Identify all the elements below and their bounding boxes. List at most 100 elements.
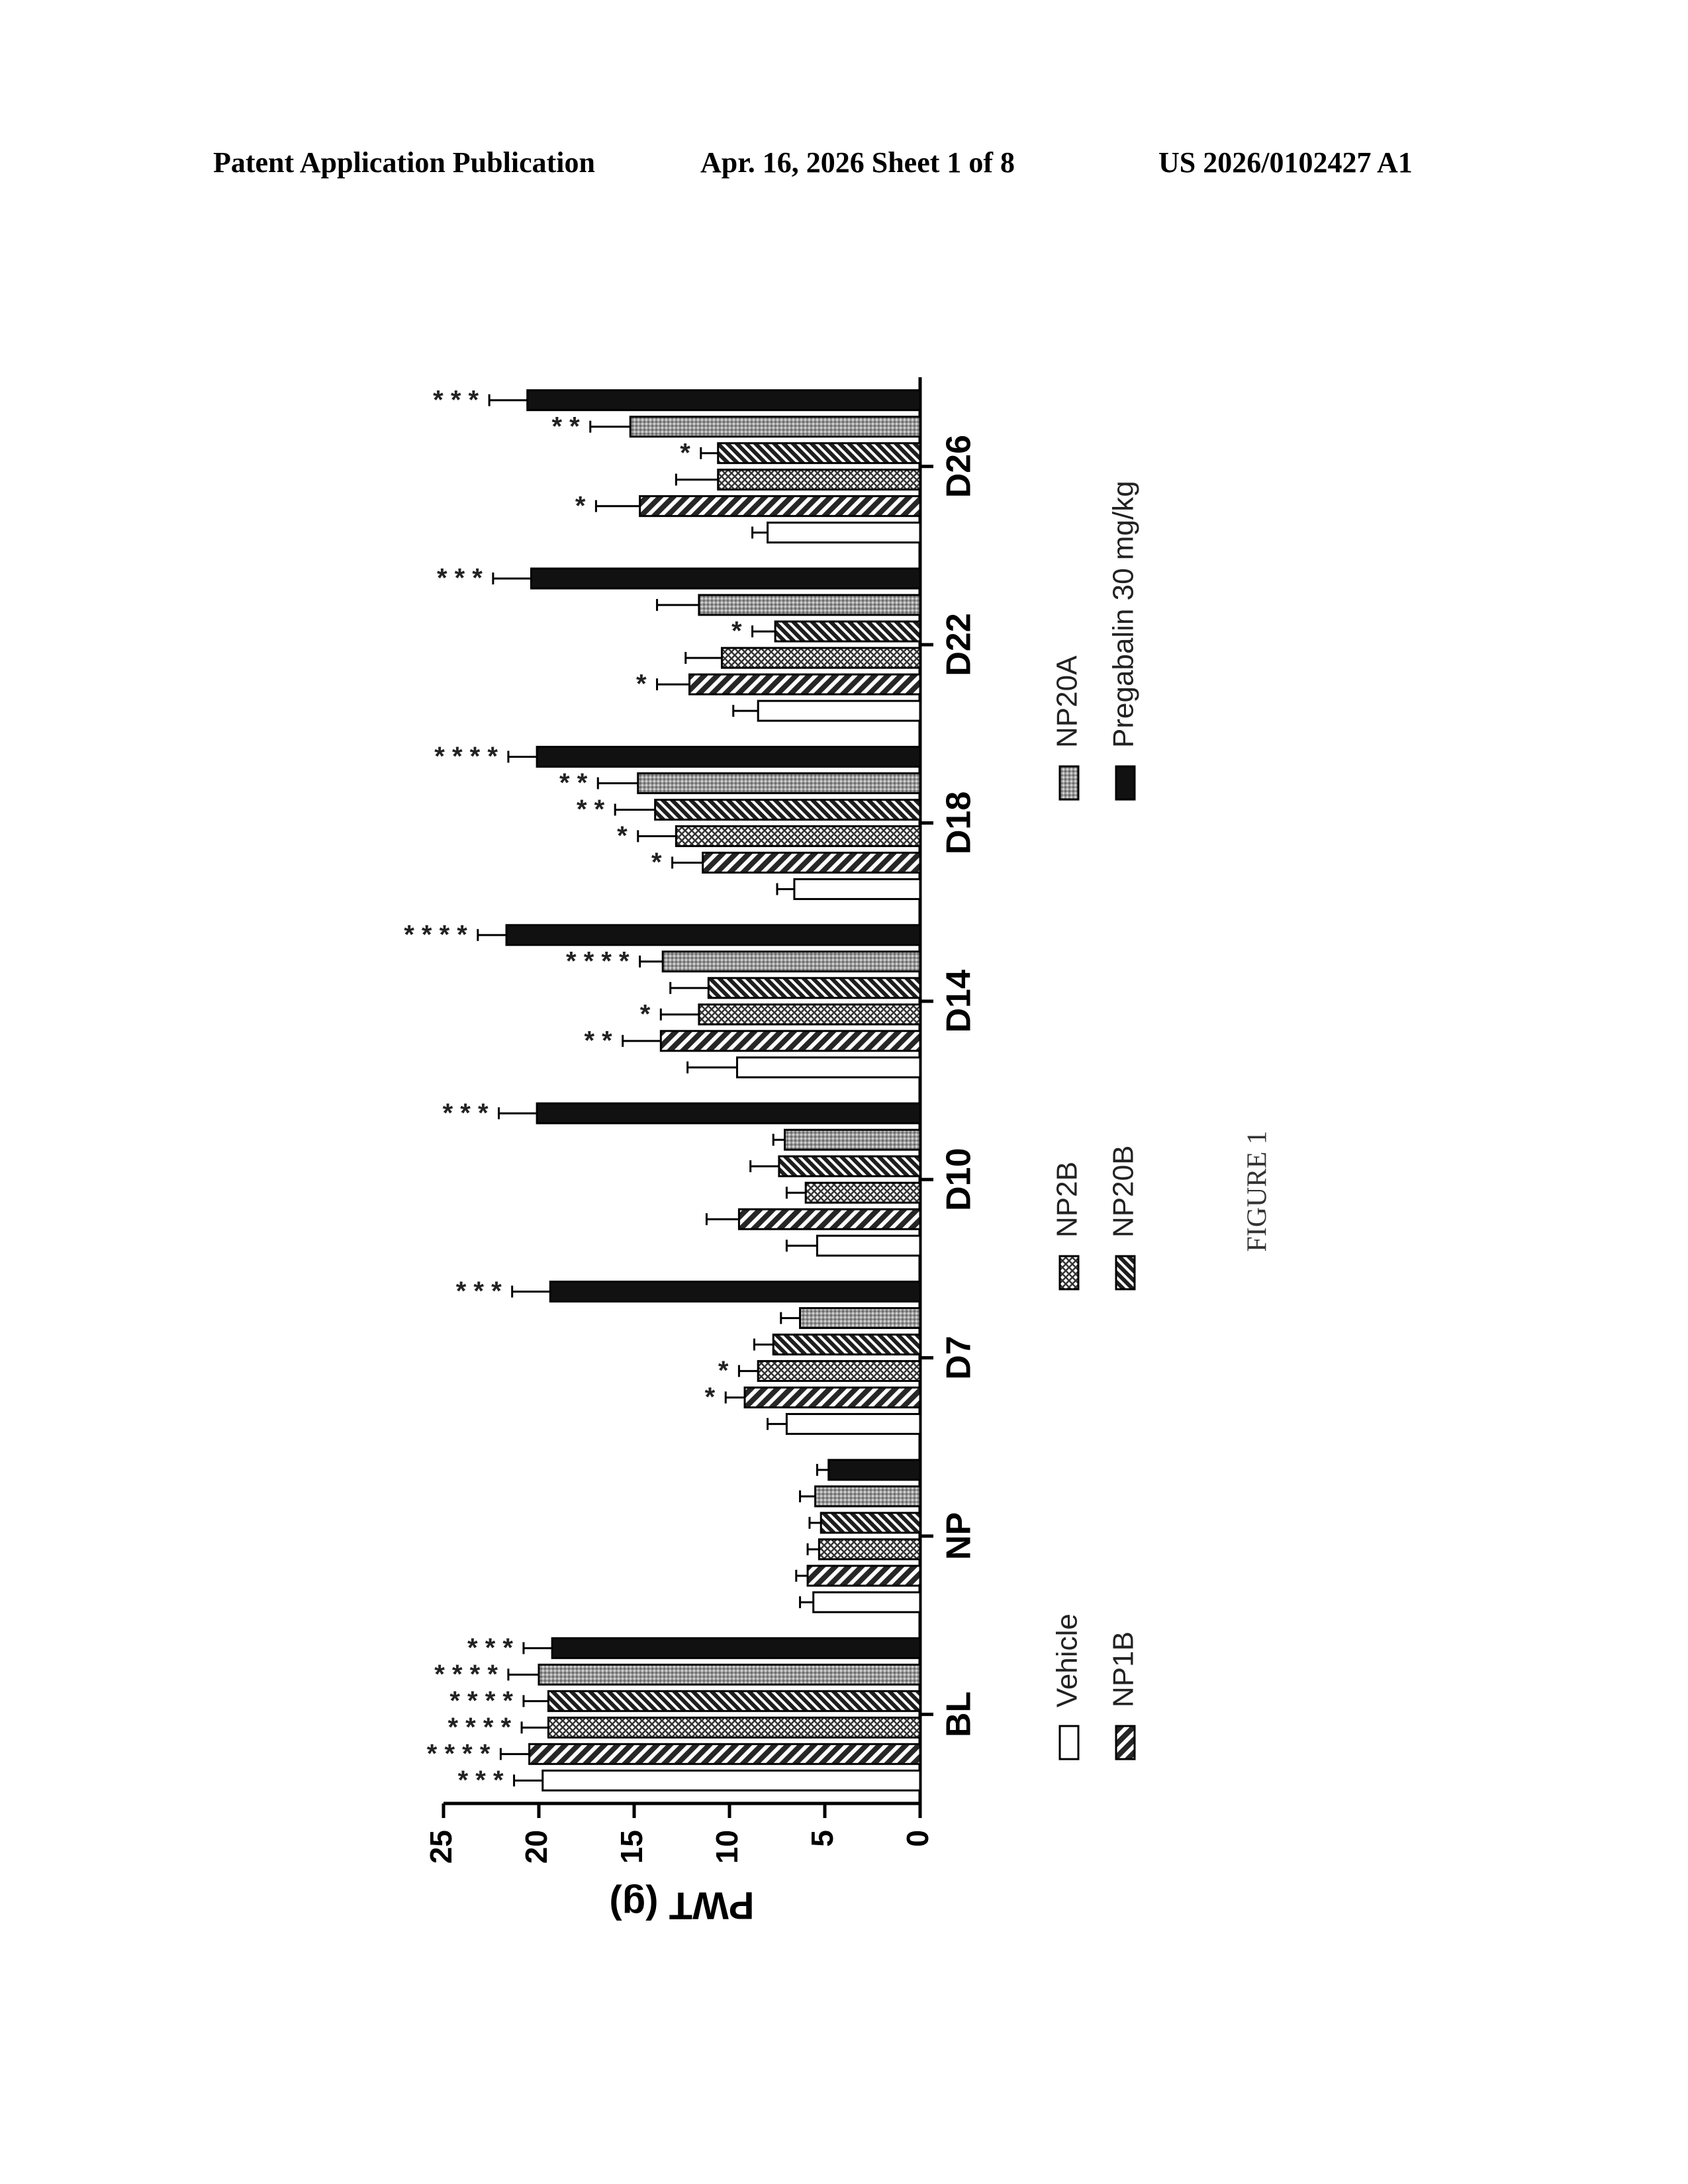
legend-swatch-vehicle: [1058, 1725, 1080, 1760]
category-label-d18: D18: [940, 792, 978, 854]
bar-vehicle-d14: [736, 1056, 921, 1079]
significance-marker: * * *: [458, 1766, 504, 1795]
legend: Vehicle NP2B NP20A NP1B NP20B Pregabalin 30 m…: [1051, 480, 1140, 1760]
bar-np1b-d22: [688, 673, 921, 696]
bar-np1b-d7: [743, 1387, 921, 1409]
significance-marker: * *: [584, 1026, 612, 1055]
significance-marker: *: [575, 491, 586, 520]
bar-vehicle-bl: [541, 1769, 921, 1792]
significance-marker: * * * *: [447, 1713, 511, 1742]
bar-np20b-d18: [654, 798, 921, 821]
bar-np20a-np: [814, 1485, 921, 1508]
significance-marker: *: [718, 1356, 729, 1385]
category-label-np: NP: [940, 1512, 978, 1560]
bar-np20b-d10: [778, 1155, 921, 1177]
bar-np2b-d7: [757, 1360, 921, 1383]
significance-marker: * * *: [467, 1633, 513, 1662]
significance-marker: *: [617, 821, 628, 850]
figure-label-text: FIGURE 1: [1243, 1130, 1273, 1252]
significance-marker: * * *: [437, 564, 483, 593]
significance-marker: * *: [577, 795, 605, 824]
significance-marker: * *: [559, 768, 588, 797]
value-tick-label: 15: [614, 1830, 649, 1864]
bar-vehicle-d18: [793, 878, 921, 900]
legend-swatch-pregabalin-30-mg-kg: [1115, 765, 1136, 801]
bar-pregabalin-30-mg-kg-d10: [536, 1102, 921, 1124]
value-tick-label: 5: [805, 1830, 839, 1847]
publication-number: US 2026/0102427 A1: [1158, 146, 1413, 179]
category-label-d22: D22: [940, 613, 978, 676]
bar-np2b-np: [818, 1538, 921, 1561]
bar-vehicle-d7: [785, 1413, 921, 1435]
bar-pregabalin-30-mg-kg-d22: [530, 567, 921, 590]
bar-np20b-d26: [717, 442, 921, 465]
bar-np20a-bl: [538, 1663, 921, 1686]
bar-np1b-d18: [702, 851, 921, 874]
bar-np2b-d14: [698, 1003, 921, 1026]
figure-label: FIGURE 1: [1205, 1130, 1311, 1251]
value-tick-label: 10: [710, 1830, 744, 1864]
significance-marker: *: [636, 670, 647, 699]
legend-swatch-np20b: [1115, 1255, 1136, 1291]
legend-label-np1b: NP1B: [1107, 1631, 1140, 1707]
bar-np1b-d14: [659, 1030, 921, 1052]
bar-np20a-d10: [784, 1128, 921, 1151]
significance-marker: *: [651, 848, 662, 877]
significance-marker: * * *: [443, 1099, 489, 1128]
significance-marker: * * * *: [427, 1739, 491, 1768]
publication-date-sheet: Apr. 16, 2026 Sheet 1 of 8: [700, 146, 1015, 179]
bar-np2b-d18: [675, 825, 921, 847]
bar-vehicle-np: [812, 1591, 921, 1614]
bar-np2b-d22: [720, 647, 921, 669]
legend-label-np20b: NP20B: [1107, 1146, 1140, 1238]
bar-np20b-np: [820, 1512, 921, 1534]
bar-np2b-bl: [547, 1716, 921, 1739]
bar-vehicle-d22: [757, 700, 921, 722]
bar-pregabalin-30-mg-kg-np: [827, 1459, 921, 1481]
significance-marker: * * * *: [434, 1660, 498, 1689]
bar-np1b-bl: [528, 1743, 921, 1765]
bar-pregabalin-30-mg-kg-d18: [536, 745, 921, 768]
category-label-d10: D10: [940, 1148, 978, 1210]
significance-marker: * *: [552, 412, 581, 441]
bar-pregabalin-30-mg-kg-d26: [526, 389, 921, 412]
value-tick-label: 25: [424, 1830, 458, 1864]
significance-marker: * * * *: [404, 920, 467, 949]
value-axis-label: PWT (g): [609, 1884, 754, 1927]
legend-swatch-np1b: [1115, 1725, 1136, 1760]
category-label-d7: D7: [940, 1336, 978, 1379]
page-header: Patent Application Publication Apr. 16, …: [0, 146, 1688, 185]
bar-pregabalin-30-mg-kg-d7: [549, 1281, 921, 1303]
bar-np20b-d14: [707, 977, 921, 999]
bar-vehicle-d26: [767, 522, 921, 544]
bar-np20a-d26: [629, 416, 921, 438]
legend-label-pregabalin-30-mg-kg: Pregabalin 30 mg/kg: [1107, 480, 1140, 748]
significance-marker: * * *: [456, 1277, 502, 1306]
significance-marker: *: [680, 438, 690, 467]
significance-marker: * * * *: [434, 742, 498, 771]
bar-np1b-np: [806, 1565, 921, 1587]
significance-marker: * * * *: [449, 1686, 513, 1715]
bar-np20a-d22: [698, 594, 921, 616]
value-tick-label: 0: [900, 1830, 935, 1847]
publication-type: Patent Application Publication: [213, 146, 595, 179]
legend-swatch-np2b: [1058, 1255, 1080, 1291]
bar-np20b-d22: [774, 620, 921, 643]
bar-vehicle-d10: [816, 1234, 921, 1257]
significance-marker: * * * *: [566, 946, 630, 976]
legend-label-vehicle: Vehicle: [1051, 1614, 1084, 1707]
category-label-d26: D26: [940, 435, 978, 498]
category-label-d14: D14: [940, 970, 978, 1032]
bar-pregabalin-30-mg-kg-bl: [551, 1637, 921, 1659]
bar-np1b-d26: [639, 495, 921, 518]
bar-np20a-d18: [637, 772, 921, 794]
legend-swatch-np20a: [1058, 765, 1080, 801]
significance-marker: *: [640, 999, 651, 1028]
significance-marker: * * *: [433, 385, 479, 414]
bar-np20a-d7: [799, 1307, 921, 1330]
bar-np2b-d26: [717, 469, 921, 491]
significance-marker: *: [731, 617, 742, 646]
bar-np20a-d14: [661, 950, 921, 973]
